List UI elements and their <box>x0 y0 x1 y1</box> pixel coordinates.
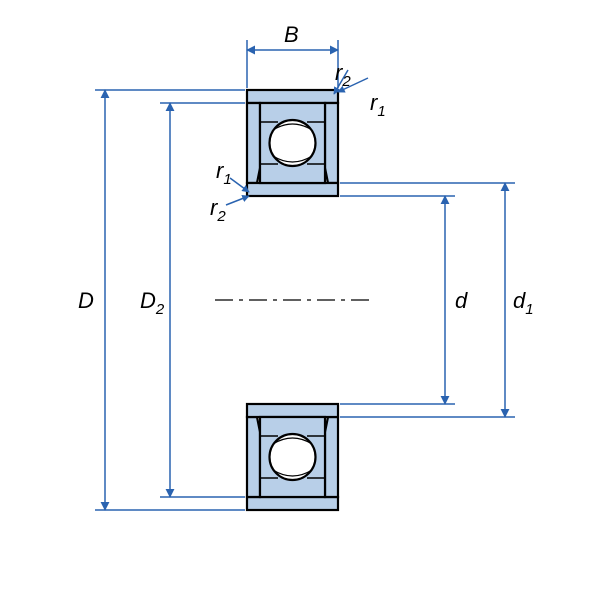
label-B: B <box>284 22 299 47</box>
label-r2-inner: r2 <box>210 195 226 225</box>
bottom-half <box>247 404 338 510</box>
label-d1: d1 <box>513 288 534 318</box>
callout-r2-inner: r2 <box>210 195 249 225</box>
callout-r2-outer: r2 <box>334 60 351 94</box>
label-d: d <box>455 288 468 313</box>
label-r1-outer: r1 <box>370 90 386 120</box>
label-D2: D2 <box>140 288 165 318</box>
bearing-diagram: B D D2 d d1 r1 r2 r1 <box>0 0 600 600</box>
top-half <box>247 90 338 196</box>
label-D: D <box>78 288 94 313</box>
label-r1-inner: r1 <box>216 158 232 188</box>
callout-r1-inner: r1 <box>216 158 249 192</box>
dim-B: B <box>247 22 338 88</box>
dim-d1: d1 <box>340 183 534 417</box>
